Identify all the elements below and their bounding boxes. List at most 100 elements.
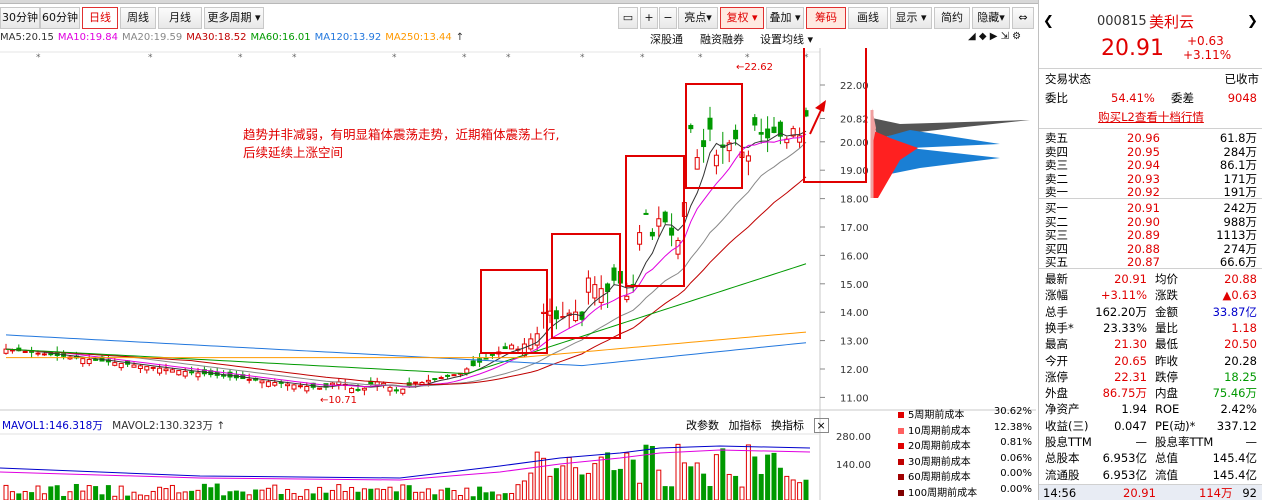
candle-up (297, 385, 303, 388)
candle-up (157, 367, 163, 374)
period-daily-button[interactable]: 日线 (82, 7, 118, 29)
volume-bar (195, 489, 201, 500)
stat-value: 162.20万 (1095, 304, 1147, 319)
volume-bar (464, 487, 470, 500)
candle-up (400, 388, 406, 394)
stat-label: 涨停 (1045, 369, 1068, 384)
candle-down (502, 346, 508, 350)
event-star-marker: * (580, 53, 585, 63)
stat-label: 最新 (1045, 272, 1068, 286)
volume-bar (54, 485, 60, 500)
adjust-dropdown[interactable]: 复权 ▾ (720, 7, 764, 29)
volume-bar (406, 485, 412, 500)
chip-distribution-red (872, 130, 918, 198)
stat-row: 流通股 6.953亿 流值 145.4亿 (1043, 467, 1259, 483)
add-indicator-button[interactable]: 加指标 (728, 419, 762, 432)
volume-bar (438, 489, 444, 500)
cost-label: 20周期前成本 (908, 441, 971, 452)
candle-up (118, 362, 124, 369)
volume-bar (265, 487, 271, 500)
margin-trading-link[interactable]: 融资融券 (700, 33, 744, 46)
period-60min-button[interactable]: 60分钟 (40, 7, 80, 29)
volume-bar (323, 492, 329, 500)
stat-row: 涨幅 +3.11% 涨跌 ▲0.63 (1043, 287, 1259, 303)
candle-up (112, 362, 118, 366)
volume-bar (297, 495, 303, 500)
change-params-button[interactable]: 改参数 (686, 419, 719, 432)
cost-color-swatch (898, 474, 904, 480)
forward-arrow-icon[interactable]: ❯ (1247, 14, 1258, 29)
candle-down (765, 128, 771, 139)
candle-down (688, 124, 694, 130)
close-indicator-button[interactable]: × (813, 418, 829, 433)
volume-bar (573, 467, 579, 500)
cost-color-swatch (898, 443, 904, 449)
volume-bar (688, 466, 694, 500)
period-weekly-button[interactable]: 周线 (120, 7, 156, 29)
volume-bar (144, 495, 150, 500)
event-star-marker: * (148, 53, 153, 63)
stat-label: 股息TTM (1045, 435, 1092, 449)
volume-bar (758, 473, 764, 500)
candle-up (592, 284, 598, 299)
stat-label: 总手 (1045, 304, 1068, 319)
volume-bar (547, 475, 553, 500)
stat-value: +3.11% (1100, 288, 1147, 303)
ask-price: 20.95 (1127, 144, 1160, 159)
display-dropdown[interactable]: 显示 ▾ (890, 7, 932, 29)
stat-value: 86.75万 (1102, 386, 1147, 401)
candle-down (470, 360, 476, 367)
low-price-value: 10.71 (328, 395, 358, 406)
stat-row: 外盘 86.75万 内盘 75.46万 (1043, 385, 1259, 401)
cost-legend-item: 10周期前成本 12.38% (898, 422, 1032, 437)
volume-bar (131, 491, 137, 500)
volume-bar (304, 489, 310, 500)
cost-legend-item: 60周期前成本 0.00% (898, 468, 1032, 483)
period-monthly-button[interactable]: 月线 (158, 7, 202, 29)
swap-indicator-button[interactable]: 换指标 (771, 419, 804, 432)
consolidation-box (625, 155, 685, 287)
more-periods-dropdown[interactable]: 更多周期 ▾ (204, 7, 264, 29)
volume-axis-top: 280.00 (836, 432, 871, 443)
trend-arrow-shaft (809, 107, 823, 135)
shenzhen-connect-link[interactable]: 深股通 (650, 33, 683, 46)
highlight-dropdown[interactable]: 亮点▾ (678, 7, 718, 29)
stat-label: 总值 (1155, 451, 1178, 466)
ask-volume: 191万 (1223, 185, 1257, 199)
cost-label: 100周期前成本 (908, 487, 978, 499)
expand-icon[interactable]: ⇔ (1012, 7, 1034, 29)
kline-chart[interactable]: * * * * * * * * * * * * 22.00 20.82 20.00 19.00 18.00 17.… (0, 48, 1036, 500)
stat-row: 今开 20.65 昨收 20.28 (1043, 353, 1259, 369)
volume-bar (790, 479, 796, 500)
volume-bar (611, 470, 617, 500)
bid-row: 买三 20.89 1113万 (1043, 228, 1259, 242)
stat-value: 20.28 (1224, 353, 1257, 368)
chart-tool-icons[interactable]: ◢ ◆ ▶ ⇲ ⚙ (968, 31, 1022, 42)
chips-button[interactable]: 筹码 (806, 7, 846, 29)
simple-mode-button[interactable]: 简约 (934, 7, 970, 29)
volume-bar (29, 492, 35, 500)
volume-bar (713, 454, 719, 500)
candle-up (521, 343, 527, 357)
stat-value: — (1245, 435, 1258, 449)
hide-dropdown[interactable]: 隐藏▾ (972, 7, 1010, 29)
buy-l2-link[interactable]: 购买L2查看十档行情 (1098, 110, 1204, 124)
volume-bar (41, 493, 47, 500)
zoom-in-icon[interactable]: + (640, 7, 658, 29)
overlay-dropdown[interactable]: 叠加 ▾ (766, 7, 804, 29)
zoom-out-icon[interactable]: − (659, 7, 677, 29)
mavol1-value: MAVOL1:146.318万 (2, 420, 103, 432)
stat-value: 1.94 (1121, 402, 1147, 417)
ask-price: 20.92 (1127, 185, 1160, 199)
separator (1039, 198, 1262, 199)
back-arrow-icon[interactable]: ❮ (1043, 14, 1054, 29)
bid-price: 20.90 (1127, 214, 1160, 229)
volume-bar (637, 482, 643, 500)
period-30min-button[interactable]: 30分钟 (0, 7, 40, 29)
window-icon[interactable]: ▭ (618, 7, 638, 29)
candle-up (713, 154, 719, 167)
cost-value: 0.00% (1000, 468, 1032, 479)
set-ma-dropdown[interactable]: 设置均线 ▾ (760, 33, 814, 46)
stat-row: 净资产 1.94 ROE 2.42% (1043, 401, 1259, 417)
draw-line-button[interactable]: 画线 (848, 7, 888, 29)
